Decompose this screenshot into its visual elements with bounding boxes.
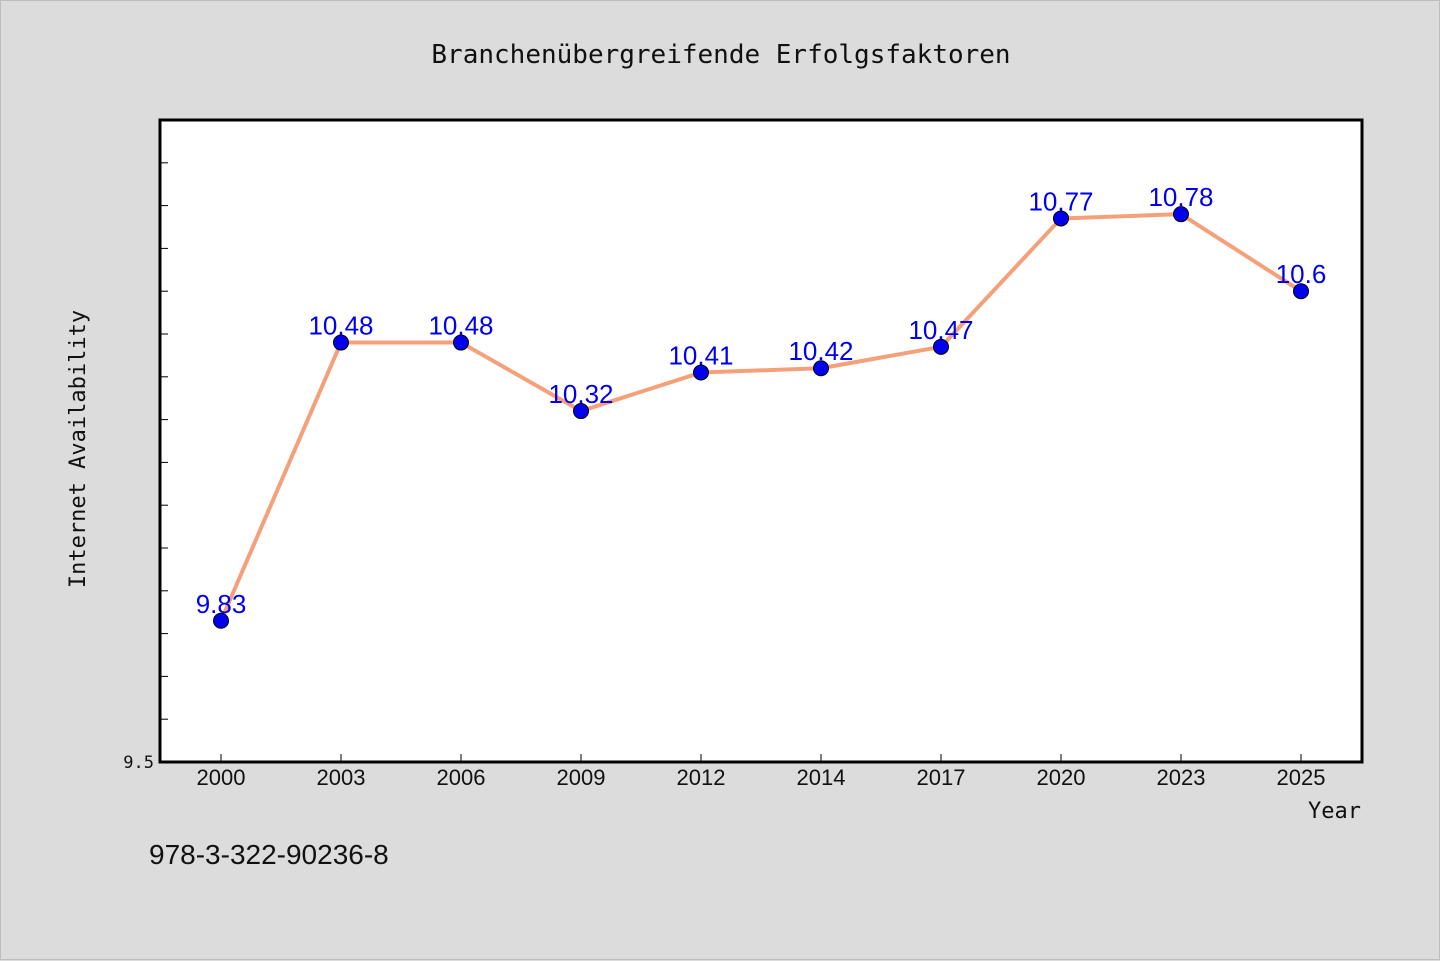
plot-area <box>158 118 1364 764</box>
x-tick-label: 2009 <box>557 765 606 790</box>
data-point-marker <box>933 338 949 355</box>
data-label: 9.83 <box>196 589 247 619</box>
x-axis-tick-labels: 2000 2003 2006 2009 2012 2014 2017 2020 2023 2025 <box>197 765 1326 790</box>
x-tick-label: 2020 <box>1037 765 1086 790</box>
data-label: 10.77 <box>1028 186 1093 216</box>
x-tick-label: 2017 <box>917 765 966 790</box>
data-point-marker <box>693 364 709 381</box>
series-line <box>219 212 1303 622</box>
data-point-marker <box>1053 210 1069 227</box>
y-tick-label: 9.5 <box>123 753 154 773</box>
y-axis-title: Internet Availability <box>66 310 91 588</box>
x-axis-title: Year <box>1308 799 1361 824</box>
data-label: 10.48 <box>428 311 493 341</box>
x-axis-ticks <box>220 754 1302 762</box>
chart-title: Branchenübergreifende Erfolgsfaktoren <box>431 40 1010 70</box>
data-point-marker <box>333 334 349 351</box>
data-label: 10.32 <box>548 379 613 409</box>
data-label: 10.47 <box>908 315 973 345</box>
x-tick-label: 2003 <box>317 765 366 790</box>
series-group <box>213 206 1309 629</box>
data-label: 10.6 <box>1276 259 1327 289</box>
data-labels-group: 9.83 10.48 10.48 10.32 10.41 10.42 10.47 10.77 1… <box>196 182 1327 619</box>
data-label: 10.42 <box>788 336 853 366</box>
footnote-isbn: 978-3-322-90236-8 <box>149 839 389 870</box>
x-tick-label: 2014 <box>797 765 846 790</box>
x-tick-label: 2012 <box>677 765 726 790</box>
data-point-marker <box>453 334 469 351</box>
data-label: 10.41 <box>668 341 733 371</box>
data-label: 10.48 <box>308 311 373 341</box>
data-label: 10.78 <box>1148 182 1213 212</box>
y-axis-ticks <box>160 162 168 720</box>
data-point-marker <box>573 403 589 420</box>
data-point-marker <box>213 612 229 629</box>
x-tick-label: 2000 <box>197 765 246 790</box>
data-point-marker <box>813 360 829 377</box>
x-tick-label: 2023 <box>1157 765 1206 790</box>
x-tick-label: 2025 <box>1277 765 1326 790</box>
data-point-marker <box>1293 283 1309 300</box>
data-point-marker <box>1173 206 1189 223</box>
x-tick-label: 2006 <box>437 765 486 790</box>
